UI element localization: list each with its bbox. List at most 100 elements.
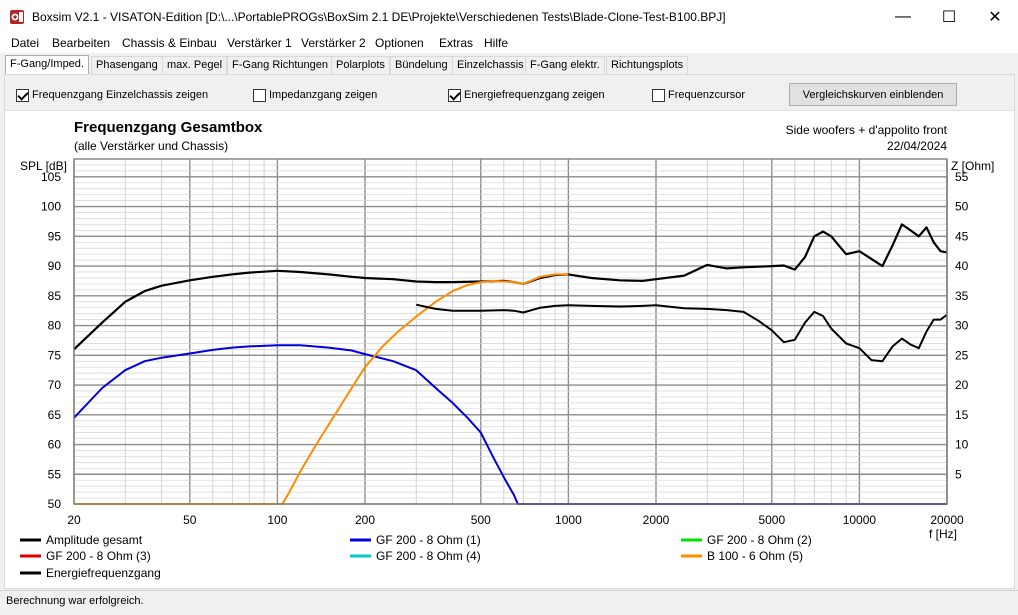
- x-tick-label: 20: [67, 513, 81, 527]
- menu-verstaerker-2[interactable]: Verstärker 2: [301, 36, 366, 50]
- close-button[interactable]: ✕: [972, 0, 1018, 34]
- checkbox-frequenzcursor-box[interactable]: [652, 88, 665, 102]
- tab-bar: F-Gang/Imped. Phasengang max. Pegel F-Ga…: [0, 55, 1018, 75]
- y-tick-label: 65: [48, 408, 62, 422]
- frequency-response-chart: 50 55 60 65 70 75 80 85 90 95 100 105 5 10 15 20 25 30 35 4…: [20, 119, 994, 580]
- chart-legend: Amplitude gesamt GF 200 - 8 Ohm (1) GF 200…: [20, 533, 812, 580]
- checkbox-einzelchassis-label: Frequenzgang Einzelchassis zeigen: [32, 89, 209, 101]
- y2-tick-label: 25: [955, 348, 969, 362]
- y-tick-label: 100: [41, 200, 61, 214]
- x-tick-label: 1000: [555, 513, 582, 527]
- boxsim-app-icon: [10, 10, 24, 24]
- chart-annotation: Side woofers + d'appolito front: [786, 123, 948, 137]
- y2-tick-label: 15: [955, 408, 969, 422]
- menu-chassis-einbau[interactable]: Chassis & Einbau: [122, 36, 217, 50]
- plot-frame: [73, 158, 948, 505]
- tab-f-gang-imped[interactable]: F-Gang/Imped.: [5, 55, 89, 75]
- options-row: Frequenzgang Einzelchassis zeigen Impeda…: [5, 75, 1014, 111]
- checkbox-impedanzgang[interactable]: Impedanzgang zeigen: [253, 88, 377, 102]
- maximize-button[interactable]: ☐: [926, 0, 972, 34]
- status-bar: Berechnung war erfolgreich.: [0, 590, 1018, 615]
- y-tick-label: 85: [48, 289, 62, 303]
- minimize-icon: —: [895, 8, 911, 25]
- y2-tick-label: 50: [955, 200, 969, 214]
- legend-label: Amplitude gesamt: [46, 533, 143, 547]
- x-tick-label: 10000: [843, 513, 877, 527]
- minimize-button[interactable]: —: [880, 0, 926, 34]
- checkbox-impedanzgang-box[interactable]: [253, 88, 266, 102]
- tab-einzelchassis[interactable]: Einzelchassis: [452, 56, 529, 75]
- x-tick-label: 200: [355, 513, 375, 527]
- y2-axis-label: Z [Ohm]: [951, 159, 994, 173]
- y-tick-label: 55: [48, 467, 62, 481]
- legend-label: GF 200 - 8 Ohm (2): [707, 533, 812, 547]
- menu-bearbeiten[interactable]: Bearbeiten: [52, 36, 111, 50]
- close-icon: ✕: [988, 9, 1002, 26]
- tab-buendelung[interactable]: Bündelung: [390, 56, 453, 75]
- y-tick-label: 75: [48, 348, 62, 362]
- chart-subtitle: (alle Verstärker und Chassis): [74, 139, 228, 153]
- series-line: [73, 223, 948, 351]
- y2-tick-label: 55: [955, 170, 969, 184]
- checkbox-frequenzcursor[interactable]: Frequenzcursor: [652, 88, 745, 102]
- checkbox-energiefrequenzgang-box[interactable]: [448, 88, 461, 102]
- menu-optionen[interactable]: Optionen: [375, 36, 424, 50]
- checkbox-einzelchassis[interactable]: Frequenzgang Einzelchassis zeigen: [16, 88, 208, 102]
- tab-richtungsplots[interactable]: Richtungsplots: [606, 56, 689, 75]
- y-tick-label: 95: [48, 229, 62, 243]
- x-axis-label: f [Hz]: [929, 527, 957, 541]
- menu-bar: Datei Bearbeiten Chassis & Einbau Verstä…: [0, 34, 1018, 53]
- chart-title: Frequenzgang Gesamtbox: [74, 119, 263, 136]
- chart-grid: [73, 158, 948, 505]
- x-tick-label: 20000: [930, 513, 964, 527]
- checkbox-energiefrequenzgang[interactable]: Energiefrequenzgang zeigen: [448, 88, 605, 102]
- series-line: [74, 273, 569, 505]
- y-tick-label: 60: [48, 438, 62, 452]
- x-tick-label: 2000: [643, 513, 670, 527]
- legend-label: GF 200 - 8 Ohm (1): [376, 533, 481, 547]
- y-tick-label: 90: [48, 259, 62, 273]
- vergleichskurven-button[interactable]: Vergleichskurven einblenden: [789, 83, 957, 106]
- y2-tick-label: 10: [955, 438, 969, 452]
- legend-label: Energiefrequenzgang: [46, 566, 161, 580]
- y-tick-label: 80: [48, 319, 62, 333]
- series-line: [415, 303, 948, 363]
- x-tick-label: 100: [267, 513, 287, 527]
- chart-axes: 50 55 60 65 70 75 80 85 90 95 100 105 5 10 15 20 25 30 35 4…: [41, 158, 969, 527]
- y2-tick-label: 5: [955, 467, 962, 481]
- tab-f-gang-elektr[interactable]: F-Gang elektr.: [525, 56, 605, 75]
- menu-datei[interactable]: Datei: [11, 36, 40, 50]
- y-tick-label: 50: [48, 497, 62, 511]
- menu-extras[interactable]: Extras: [439, 36, 474, 50]
- title-bar[interactable]: Boxsim V2.1 - VISATON-Edition [D:\...\Po…: [0, 0, 1018, 34]
- chart-date: 22/04/2024: [887, 139, 947, 153]
- y2-tick-label: 35: [955, 289, 969, 303]
- tab-phasengang[interactable]: Phasengang: [91, 56, 163, 75]
- status-text: Berechnung war erfolgreich.: [6, 595, 144, 607]
- legend-label: B 100 - 6 Ohm (5): [707, 549, 803, 563]
- tab-polarplots[interactable]: Polarplots: [331, 56, 390, 75]
- maximize-icon: ☐: [941, 9, 957, 26]
- legend-label: GF 200 - 8 Ohm (3): [46, 549, 151, 563]
- legend-label: GF 200 - 8 Ohm (4): [376, 549, 481, 563]
- y2-tick-label: 20: [955, 378, 969, 392]
- y-tick-label: 70: [48, 378, 62, 392]
- checkbox-einzelchassis-box[interactable]: [16, 88, 29, 102]
- menu-hilfe[interactable]: Hilfe: [484, 36, 509, 50]
- x-tick-label: 50: [183, 513, 197, 527]
- y-tick-label: 105: [41, 170, 61, 184]
- y2-tick-label: 40: [955, 259, 969, 273]
- y2-tick-label: 30: [955, 319, 969, 333]
- checkbox-frequenzcursor-label: Frequenzcursor: [668, 89, 746, 101]
- menu-verstaerker-1[interactable]: Verstärker 1: [227, 36, 292, 50]
- x-tick-label: 5000: [758, 513, 785, 527]
- checkbox-energiefrequenzgang-label: Energiefrequenzgang zeigen: [464, 89, 605, 101]
- y-axis-label: SPL [dB]: [20, 159, 67, 173]
- y2-tick-label: 45: [955, 229, 969, 243]
- tab-max-pegel[interactable]: max. Pegel: [162, 56, 228, 75]
- tab-f-gang-richtungen[interactable]: F-Gang Richtungen: [227, 56, 333, 75]
- window-title: Boxsim V2.1 - VISATON-Edition [D:\...\Po…: [32, 10, 726, 24]
- checkbox-impedanzgang-label: Impedanzgang zeigen: [269, 89, 378, 101]
- x-tick-label: 500: [471, 513, 491, 527]
